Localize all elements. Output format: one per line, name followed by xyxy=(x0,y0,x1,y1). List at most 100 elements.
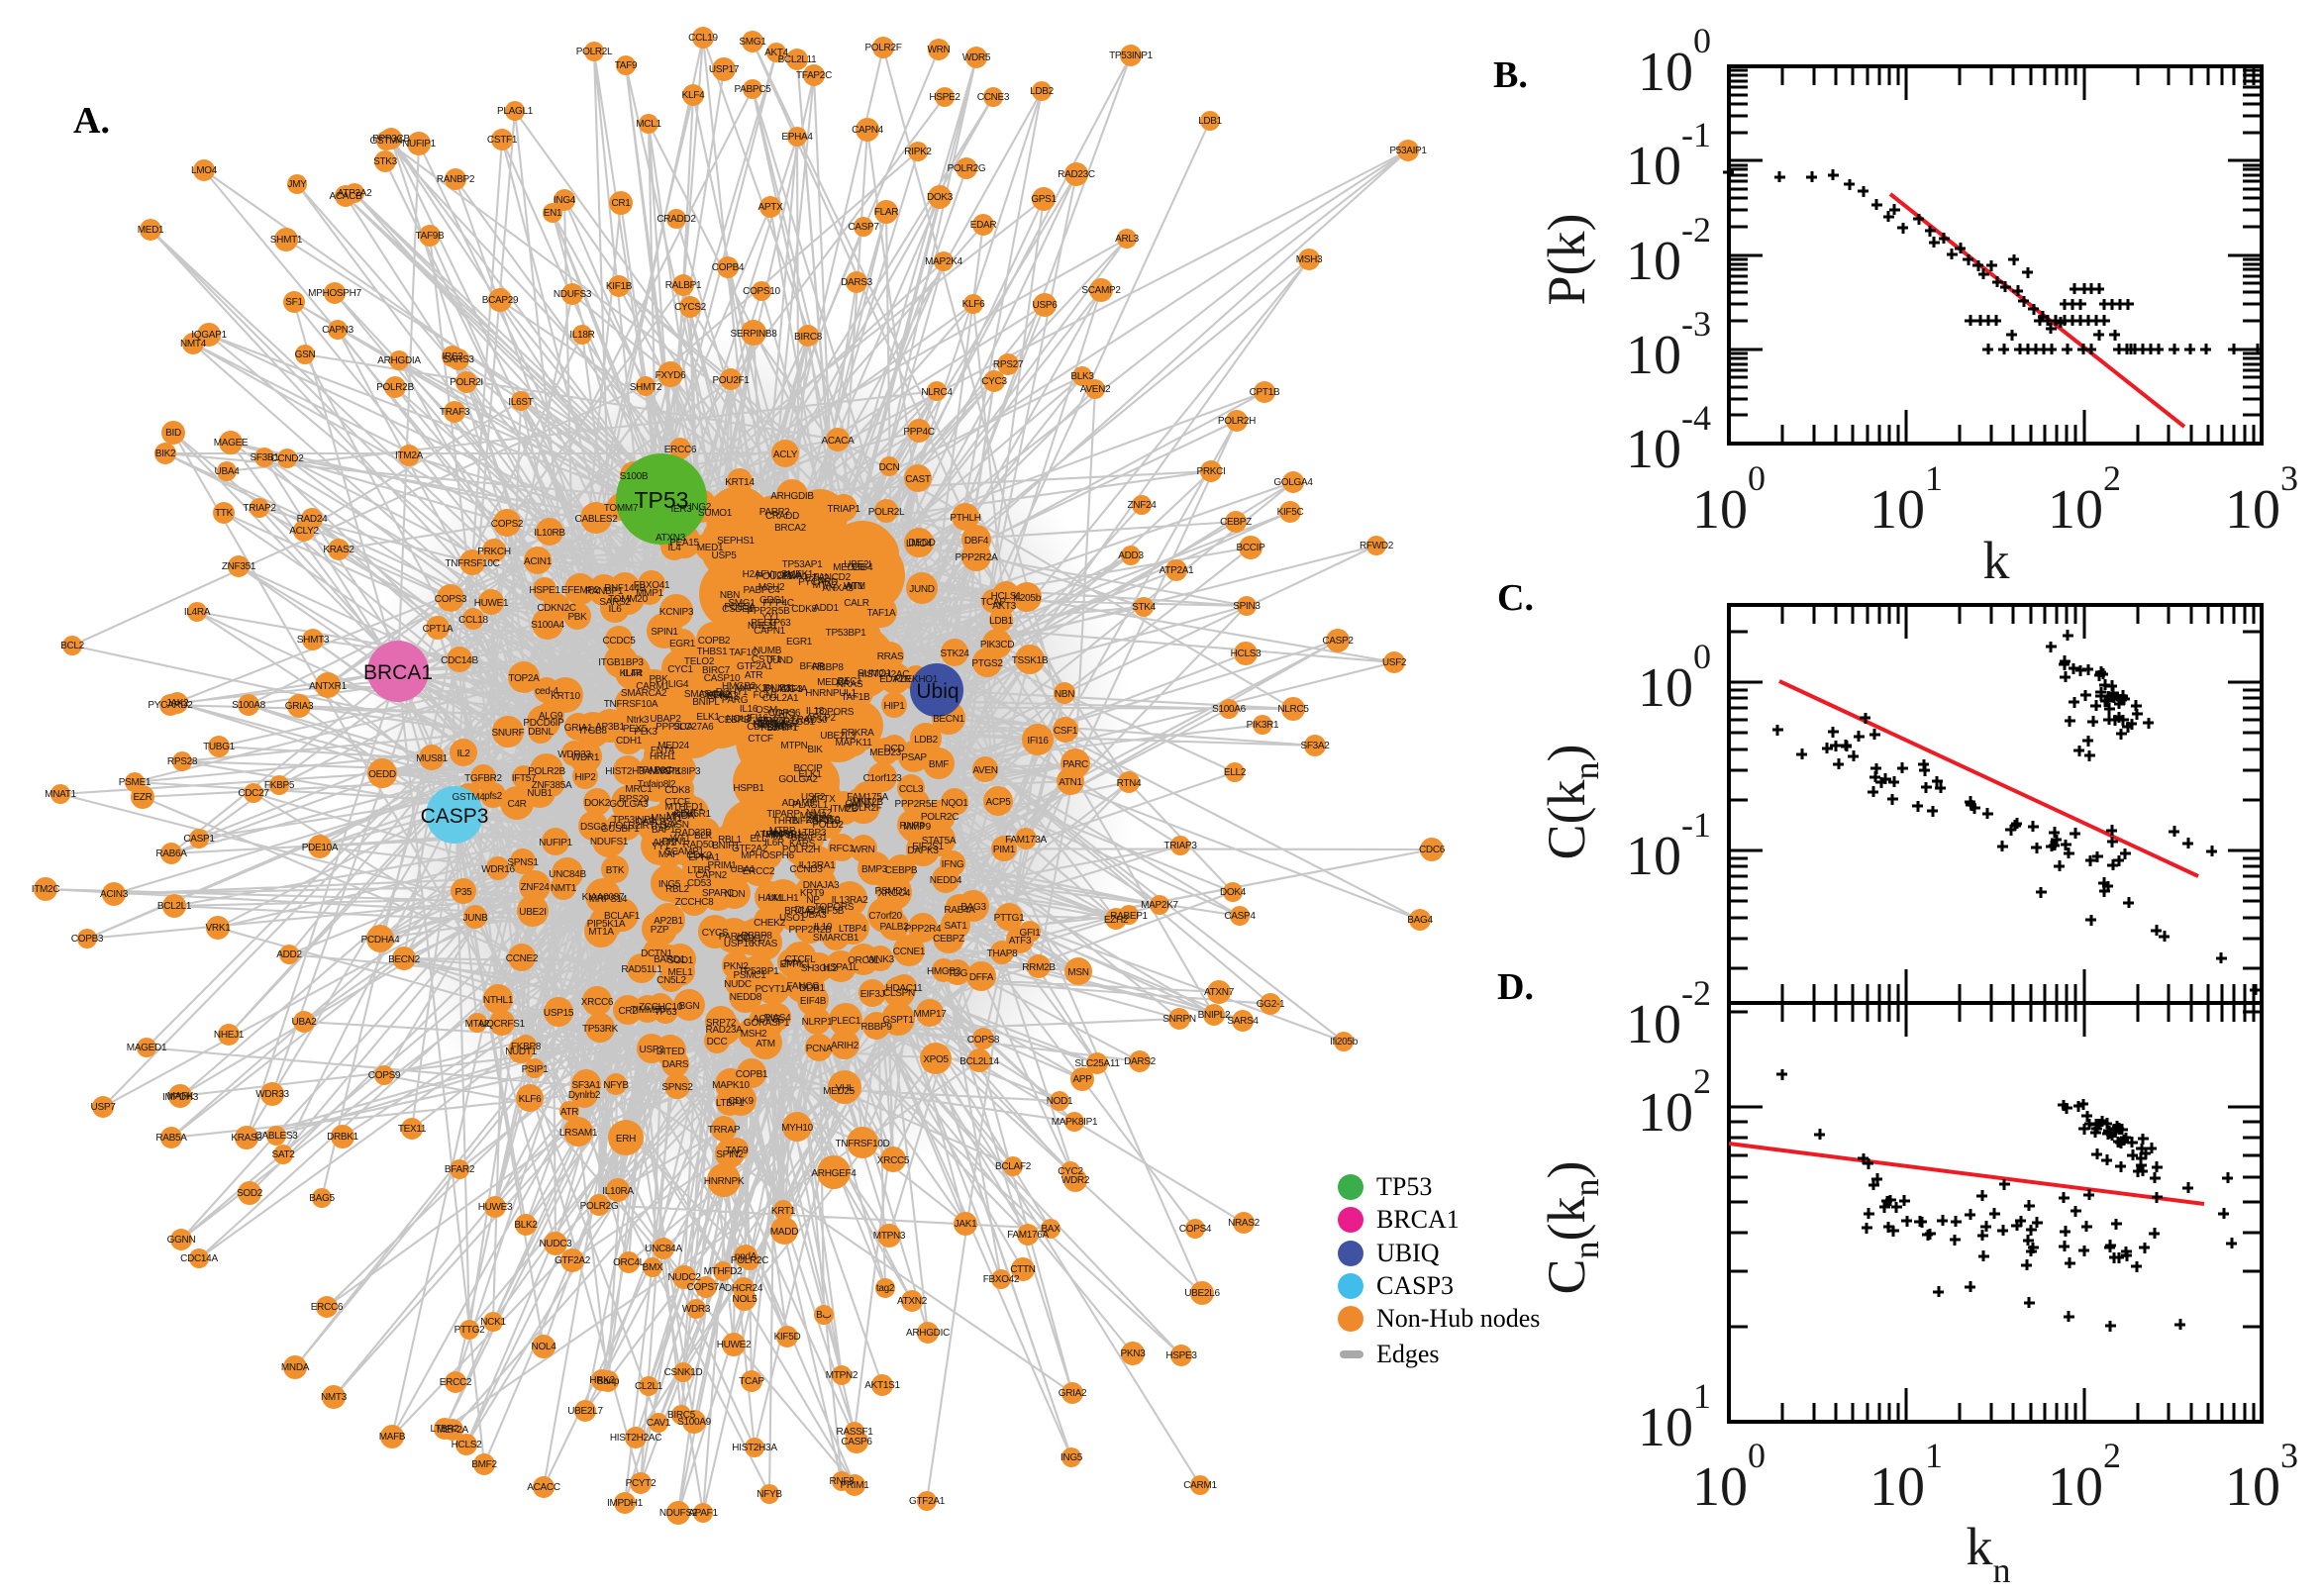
svg-text:POLD2: POLD2 xyxy=(812,820,844,831)
svg-text:PRKCH: PRKCH xyxy=(477,547,511,557)
svg-text:STAT5A: STAT5A xyxy=(922,836,957,847)
svg-text:USP6: USP6 xyxy=(1033,300,1059,311)
svg-text:Ubiq: Ubiq xyxy=(916,680,959,703)
svg-text:S100B: S100B xyxy=(620,471,649,482)
svg-text:SH3GL2: SH3GL2 xyxy=(801,963,838,974)
svg-text:MNDA: MNDA xyxy=(666,811,695,822)
svg-text:ORC4L: ORC4L xyxy=(613,1257,646,1268)
svg-text:PPP3R1: PPP3R1 xyxy=(766,830,803,841)
svg-text:PSMC1: PSMC1 xyxy=(734,970,767,981)
svg-text:DNAJA3: DNAJA3 xyxy=(803,880,840,891)
svg-text:BCL2: BCL2 xyxy=(60,641,85,651)
svg-text:JAK1: JAK1 xyxy=(955,1219,977,1230)
svg-text:TELO2: TELO2 xyxy=(684,656,715,667)
svg-text:TNFRSF11B: TNFRSF11B xyxy=(787,816,841,827)
svg-text:PPP2R5E: PPP2R5E xyxy=(895,799,939,810)
svg-text:EIF3J: EIF3J xyxy=(860,989,885,1000)
svg-text:DEDD: DEDD xyxy=(908,538,935,549)
svg-text:ITM2A: ITM2A xyxy=(395,450,424,461)
svg-text:ADAM9: ADAM9 xyxy=(782,798,816,809)
svg-text:UBE2I: UBE2I xyxy=(844,559,870,570)
svg-text:RAB6A: RAB6A xyxy=(155,848,187,859)
svg-text:PIP5K1A: PIP5K1A xyxy=(587,919,626,930)
svg-text:MTA2: MTA2 xyxy=(813,580,838,591)
svg-text:WDR33: WDR33 xyxy=(557,749,591,760)
svg-text:PPP4C: PPP4C xyxy=(762,598,793,609)
svg-text:WDR5: WDR5 xyxy=(757,716,785,727)
svg-text:CCNE2: CCNE2 xyxy=(506,953,539,964)
svg-text:HSPE3: HSPE3 xyxy=(1165,1350,1197,1361)
svg-text:MAP2K4: MAP2K4 xyxy=(925,256,962,267)
svg-text:RCHY1: RCHY1 xyxy=(716,687,749,698)
svg-text:ADD2: ADD2 xyxy=(276,949,302,960)
svg-text:MMP9: MMP9 xyxy=(903,822,931,833)
svg-text:TOP2A: TOP2A xyxy=(770,570,802,581)
svg-text:IRS2: IRS2 xyxy=(442,351,463,362)
svg-text:CAPN4: CAPN4 xyxy=(852,125,884,136)
svg-text:MT1A: MT1A xyxy=(588,927,614,938)
svg-text:PABPC4: PABPC4 xyxy=(744,585,781,596)
svg-text:IQGAP1: IQGAP1 xyxy=(191,330,227,341)
svg-text:WDR33: WDR33 xyxy=(255,1089,289,1100)
svg-text:GFI1: GFI1 xyxy=(1019,928,1041,939)
svg-text:CSDE1: CSDE1 xyxy=(722,604,755,615)
svg-text:SHMT2: SHMT2 xyxy=(630,382,662,393)
svg-text:BRCA2: BRCA2 xyxy=(784,906,817,917)
svg-text:ANTXR1: ANTXR1 xyxy=(309,681,347,692)
svg-text:TNFRSF10D: TNFRSF10D xyxy=(835,1139,889,1149)
svg-text:RBL1: RBL1 xyxy=(718,835,743,846)
svg-text:SMARCA2: SMARCA2 xyxy=(621,688,667,699)
svg-text:PBK: PBK xyxy=(649,674,668,685)
svg-text:HIST2H3A: HIST2H3A xyxy=(732,1443,777,1453)
svg-text:THAP8: THAP8 xyxy=(987,948,1018,959)
svg-text:POLR2F: POLR2F xyxy=(864,43,901,53)
svg-text:Banp: Banp xyxy=(597,1376,620,1387)
svg-text:HCLS2: HCLS2 xyxy=(452,1440,482,1450)
svg-text:COL2A1: COL2A1 xyxy=(762,693,799,704)
svg-text:DHCR24: DHCR24 xyxy=(725,1283,763,1294)
svg-text:SMEK1: SMEK1 xyxy=(754,720,786,731)
svg-text:GRIA3: GRIA3 xyxy=(285,701,314,712)
svg-text:PLK3: PLK3 xyxy=(634,727,657,738)
svg-text:RBBP9: RBBP9 xyxy=(860,1022,892,1033)
svg-text:CAST: CAST xyxy=(905,474,931,485)
svg-text:USF2: USF2 xyxy=(801,792,826,803)
svg-text:ZNF350: ZNF350 xyxy=(806,815,841,826)
svg-text:CEBPB: CEBPB xyxy=(885,865,918,876)
svg-text:NUMB: NUMB xyxy=(754,646,782,656)
svg-text:Ntrk3: Ntrk3 xyxy=(627,715,650,726)
svg-text:TGFBR2: TGFBR2 xyxy=(464,773,502,784)
svg-text:MYST1: MYST1 xyxy=(650,766,682,777)
svg-text:CSTF1: CSTF1 xyxy=(487,135,518,146)
svg-text:NUB1: NUB1 xyxy=(527,788,553,799)
svg-text:PIM1: PIM1 xyxy=(993,845,1016,855)
svg-text:GSPT1: GSPT1 xyxy=(882,1015,914,1026)
svg-text:HMGB2: HMGB2 xyxy=(927,966,961,977)
svg-text:ATM: ATM xyxy=(756,1039,774,1049)
svg-text:RANBP1: RANBP1 xyxy=(585,586,624,597)
svg-text:OEDD: OEDD xyxy=(368,769,396,780)
svg-text:YY1: YY1 xyxy=(652,842,670,852)
svg-text:UBE2I: UBE2I xyxy=(519,907,546,918)
svg-text:DPT: DPT xyxy=(766,723,785,734)
svg-text:ATXN7: ATXN7 xyxy=(1204,987,1235,998)
svg-text:KRT14: KRT14 xyxy=(725,477,755,488)
svg-text:IFI16: IFI16 xyxy=(747,713,768,724)
svg-text:ACIN1: ACIN1 xyxy=(524,556,553,567)
svg-text:CAV1: CAV1 xyxy=(647,1418,671,1429)
svg-text:HIST2H2AC: HIST2H2AC xyxy=(858,669,909,680)
svg-text:WNT2B: WNT2B xyxy=(850,797,883,808)
svg-text:C4R: C4R xyxy=(507,799,526,810)
svg-text:APAF1: APAF1 xyxy=(688,1508,718,1519)
svg-text:ERCC2: ERCC2 xyxy=(743,866,775,877)
svg-text:DBF4: DBF4 xyxy=(964,536,989,547)
svg-text:PPP3CA: PPP3CA xyxy=(656,722,693,733)
svg-text:RFWD2: RFWD2 xyxy=(1360,541,1394,551)
svg-text:MAFB: MAFB xyxy=(379,1432,406,1443)
svg-text:TAF1A: TAF1A xyxy=(867,608,897,619)
svg-text:GUSBP1: GUSBP1 xyxy=(601,824,641,835)
svg-text:TRIAP3: TRIAP3 xyxy=(1163,841,1197,851)
svg-text:HNRNPK: HNRNPK xyxy=(704,1176,745,1187)
svg-text:SAT1: SAT1 xyxy=(944,921,967,932)
svg-text:COPS6: COPS6 xyxy=(768,708,801,719)
